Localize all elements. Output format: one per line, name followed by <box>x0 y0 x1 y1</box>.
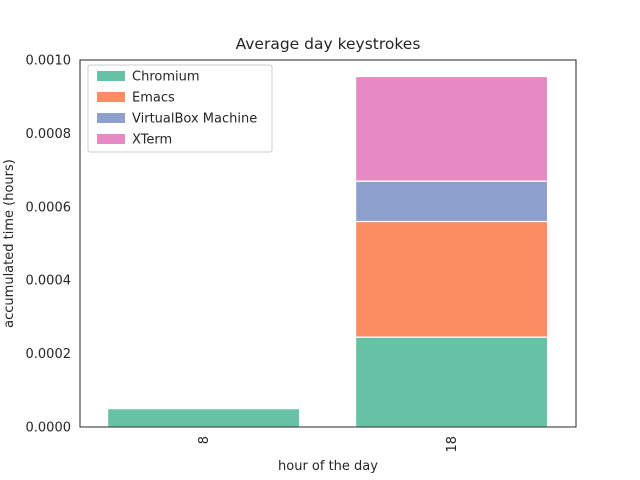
y-axis-ticks: 0.0000 0.0002 0.0004 0.0006 0.0008 0.0010 <box>26 54 72 436</box>
bars-group <box>106 75 549 428</box>
plot-frame <box>79 59 577 428</box>
legend-label: Emacs <box>132 91 175 106</box>
bar-chromium-18 <box>355 336 549 428</box>
y-tick-label: 0.0000 <box>26 421 72 436</box>
y-tick-label: 0.0002 <box>26 347 72 362</box>
x-tick-label: 18 <box>445 436 460 453</box>
legend-label: XTerm <box>132 133 172 148</box>
y-tick-label: 0.0008 <box>26 127 72 142</box>
legend-label: Chromium <box>132 70 200 85</box>
bar-virtualbox-machine-18 <box>355 180 549 223</box>
bar-xterm-18 <box>355 75 549 182</box>
bar-emacs-18 <box>355 220 549 338</box>
legend: Chromium Emacs VirtualBox Machine XTerm <box>87 64 273 153</box>
legend-label: VirtualBox Machine <box>132 112 257 127</box>
y-tick-label: 0.0006 <box>26 200 72 215</box>
x-axis-ticks: 8 18 <box>197 436 460 453</box>
legend-swatch <box>97 134 125 144</box>
legend-swatch <box>97 113 125 123</box>
y-axis-label: accumulated time (hours) <box>2 159 17 328</box>
chart-title: Average day keystrokes <box>236 35 421 53</box>
y-tick-label: 0.0004 <box>26 274 72 289</box>
y-tick-label: 0.0010 <box>26 54 72 69</box>
legend-box <box>87 64 273 153</box>
x-axis-label: hour of the day <box>278 459 378 474</box>
x-tick-label: 8 <box>197 436 212 444</box>
bar-chromium-8 <box>106 408 301 428</box>
legend-swatch <box>97 92 125 102</box>
legend-swatch <box>97 71 125 81</box>
